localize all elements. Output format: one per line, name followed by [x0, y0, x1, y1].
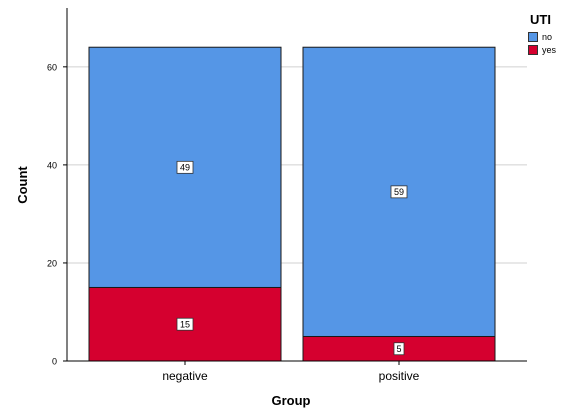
legend-label-yes: yes	[542, 45, 557, 55]
x-tick-label: negative	[162, 369, 208, 383]
y-tick-label: 60	[47, 62, 57, 72]
y-tick-label: 0	[52, 357, 57, 367]
data-label: 15	[180, 320, 190, 330]
data-label-box	[390, 185, 408, 199]
y-tick-label: 40	[47, 160, 57, 170]
data-label-box	[176, 160, 194, 174]
legend-item-yes: yes	[528, 44, 556, 56]
x-tick-label: positive	[379, 369, 420, 383]
x-axis-title: Group	[272, 393, 311, 408]
data-labels: 15 49 5 59	[176, 160, 408, 356]
axes: 0 20 40 60 negative positive	[47, 8, 527, 383]
data-label-box	[393, 342, 405, 356]
legend-item-no: no	[528, 31, 556, 43]
legend-label-no: no	[542, 32, 553, 42]
legend-swatch-yes	[528, 45, 538, 55]
legend: UTI no yes	[528, 12, 556, 57]
data-label: 5	[396, 344, 401, 354]
data-label: 49	[180, 163, 190, 173]
data-label: 59	[394, 187, 404, 197]
data-label-box	[176, 317, 194, 331]
y-tick-label: 20	[47, 258, 57, 268]
legend-title: UTI	[530, 12, 551, 27]
legend-swatch-no	[528, 32, 538, 42]
y-axis-title: Count	[15, 166, 30, 204]
bars	[88, 46, 496, 362]
